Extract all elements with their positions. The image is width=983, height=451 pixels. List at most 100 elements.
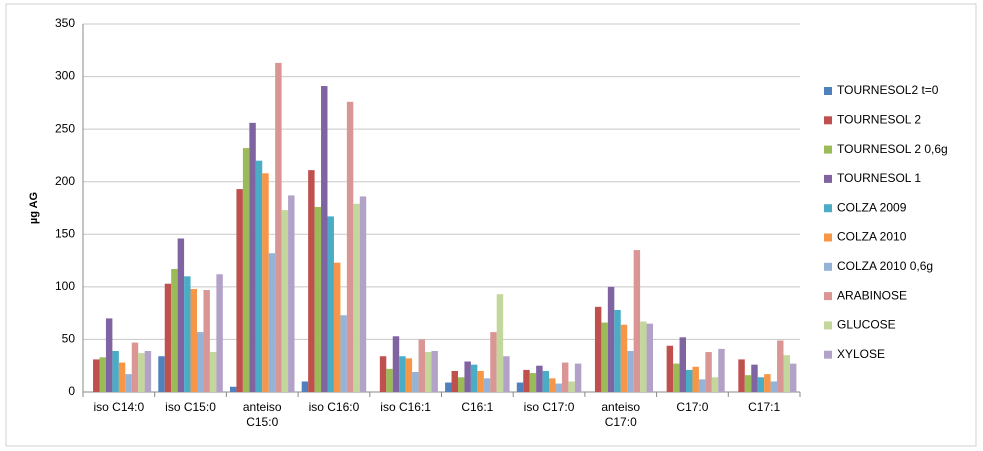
legend-label: ARABINOSE (837, 288, 907, 302)
bar (353, 203, 360, 392)
bar (679, 337, 686, 392)
bar (751, 364, 758, 392)
legend-label: TOURNESOL 1 (837, 171, 921, 185)
y-tick-label: 250 (55, 121, 75, 135)
x-tick-label: C16:1 (461, 400, 494, 414)
legend-label: XYLOSE (837, 347, 885, 361)
bar (692, 366, 699, 392)
bar (764, 374, 771, 392)
bar (425, 352, 432, 392)
bar (490, 332, 497, 392)
bar (164, 283, 172, 392)
bar (698, 379, 706, 392)
bar (197, 332, 204, 392)
bar (549, 378, 556, 392)
x-tick-label: C17:1 (748, 400, 781, 414)
bar (673, 363, 680, 392)
bar (561, 362, 569, 392)
bar (144, 350, 152, 392)
bar (112, 350, 119, 392)
bar (340, 315, 347, 392)
bar (496, 294, 504, 392)
bar (620, 324, 628, 392)
bar (262, 173, 269, 392)
bar (777, 340, 784, 392)
bar (711, 377, 719, 392)
bar (321, 86, 328, 392)
legend-swatch (824, 87, 832, 95)
x-tick-label: iso C14:0 (93, 400, 145, 414)
bar (125, 374, 132, 392)
legend-swatch (824, 174, 832, 183)
bar (483, 378, 491, 392)
legend-swatch (824, 233, 832, 242)
bar (105, 318, 113, 392)
legend-swatch (824, 262, 832, 271)
x-tick-label: iso C17:0 (523, 400, 575, 414)
legend-swatch (824, 350, 832, 359)
y-tick-label: 200 (55, 174, 75, 188)
bar (445, 382, 452, 392)
legend-label: TOURNESOL2 t=0 (837, 83, 939, 97)
bar (666, 345, 674, 392)
bar (93, 359, 100, 392)
y-tick-label: 300 (55, 69, 75, 83)
legend-swatch (824, 116, 832, 125)
bar (627, 350, 634, 392)
bar (646, 323, 654, 392)
legend-swatch (824, 321, 832, 330)
bar (789, 363, 797, 392)
bar (685, 369, 693, 392)
bar (529, 373, 537, 392)
bar (601, 322, 608, 392)
y-tick-label: 50 (62, 332, 76, 346)
bar (718, 348, 725, 392)
bar (184, 276, 191, 392)
bar (275, 62, 282, 392)
bar (633, 250, 641, 392)
bar (705, 352, 712, 392)
x-tick-label: iso C15:0 (165, 400, 216, 414)
legend-label: TOURNESOL 2 (837, 112, 921, 126)
bar (614, 309, 621, 392)
legend-label: COLZA 2009 (837, 200, 907, 214)
bar (333, 262, 341, 392)
x-tick-label: iso C16:0 (308, 400, 360, 414)
legend-swatch (824, 204, 832, 213)
bar (131, 342, 139, 392)
bar (216, 274, 223, 392)
bar (568, 381, 575, 392)
bar (301, 381, 309, 392)
y-tick-label: 350 (55, 16, 75, 30)
y-tick-label: 100 (55, 279, 75, 293)
bar (640, 321, 647, 392)
bar (516, 382, 524, 392)
bar (770, 381, 778, 392)
bar (171, 268, 178, 392)
bar (399, 356, 406, 392)
bar (594, 306, 602, 392)
bar (431, 350, 438, 392)
x-tick-label: iso C16:1 (380, 400, 431, 414)
bar (470, 364, 478, 392)
bar (255, 160, 263, 392)
bar (464, 361, 471, 392)
bar (99, 357, 106, 392)
bar (327, 216, 334, 392)
legend-label: GLUCOSE (837, 318, 896, 332)
y-tick-label: 150 (55, 226, 75, 240)
bar (523, 369, 530, 392)
bar (738, 359, 745, 392)
bar (190, 288, 198, 392)
bar (392, 336, 400, 392)
bar (229, 386, 237, 392)
bar (288, 195, 295, 392)
bar (177, 238, 185, 392)
bar (757, 377, 765, 392)
bar (242, 148, 250, 392)
bar (281, 210, 289, 392)
legend-swatch (824, 292, 832, 301)
bar (236, 189, 243, 392)
bar (405, 358, 413, 392)
